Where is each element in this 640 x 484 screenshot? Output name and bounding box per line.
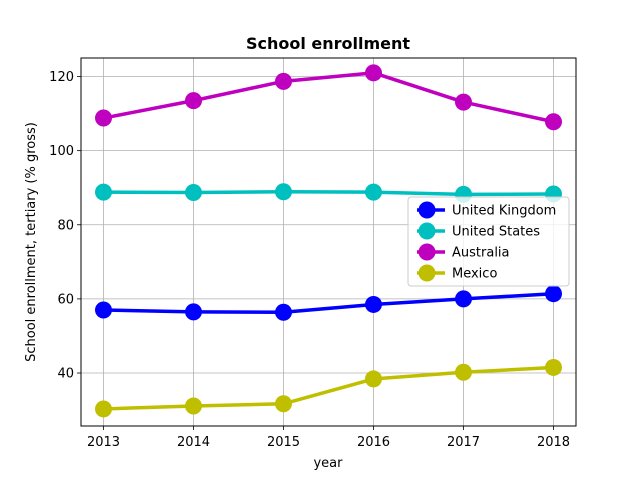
legend: United Kingdom United States Australia Mexi… [407,196,570,287]
legend-label: Mexico [452,267,497,282]
series-united-states [95,183,562,203]
y-axis-label: School enrollment, tertiary (% gross) [24,122,39,362]
data-point [185,92,202,110]
y-tick-label: 80 [57,218,74,233]
series-layer [95,64,562,418]
data-point [275,72,292,90]
legend-item: Mexico [417,264,497,282]
y-tick-label: 40 [57,367,74,382]
data-point [275,183,292,201]
y-tick-label: 100 [49,144,74,159]
legend-marker [418,201,436,219]
data-point [545,285,562,303]
data-point [185,184,202,202]
series-united-kingdom [95,285,562,321]
data-point [95,301,112,319]
y-tick-label: 60 [57,292,74,307]
data-point [95,400,112,418]
legend-label: United Kingdom [452,204,556,219]
data-point [455,93,472,111]
legend-item: United States [417,222,540,240]
x-tick-label: 2015 [267,435,300,450]
series-australia [95,64,562,131]
data-point [185,397,202,415]
series-line [101,365,556,411]
axis-ticks: 2013 2014 2015 2016 2017 2018 40 60 80 100 120 [49,70,570,450]
plot-frame [80,57,577,427]
data-point [275,395,292,413]
legend-item: Australia [417,243,510,261]
data-point [545,358,562,376]
legend-label: United States [452,225,540,240]
legend-marker [418,222,436,240]
x-axis-label: year [313,456,343,471]
data-point [185,303,202,321]
data-point [365,64,382,82]
legend-label: Australia [452,246,510,261]
series-line [101,291,556,314]
x-tick-label: 2017 [447,435,480,450]
x-tick-label: 2013 [87,435,120,450]
legend-item: United Kingdom [417,201,556,219]
data-point [545,113,562,131]
legend-marker [418,243,436,261]
legend-marker [418,264,436,282]
series-line [101,190,556,197]
data-point [95,183,112,201]
x-tick-label: 2016 [357,435,390,450]
data-point [365,183,382,201]
data-point [455,290,472,308]
x-tick-label: 2018 [537,435,570,450]
legend-box [407,196,570,287]
series-mexico [95,358,562,418]
x-tick-label: 2014 [177,435,210,450]
series-line [101,71,556,124]
chart-title: School enrollment [246,34,410,53]
data-point [365,370,382,388]
data-point [365,295,382,313]
data-point [95,109,112,127]
y-tick-label: 120 [49,70,74,85]
data-point [455,363,472,381]
data-point [275,303,292,321]
